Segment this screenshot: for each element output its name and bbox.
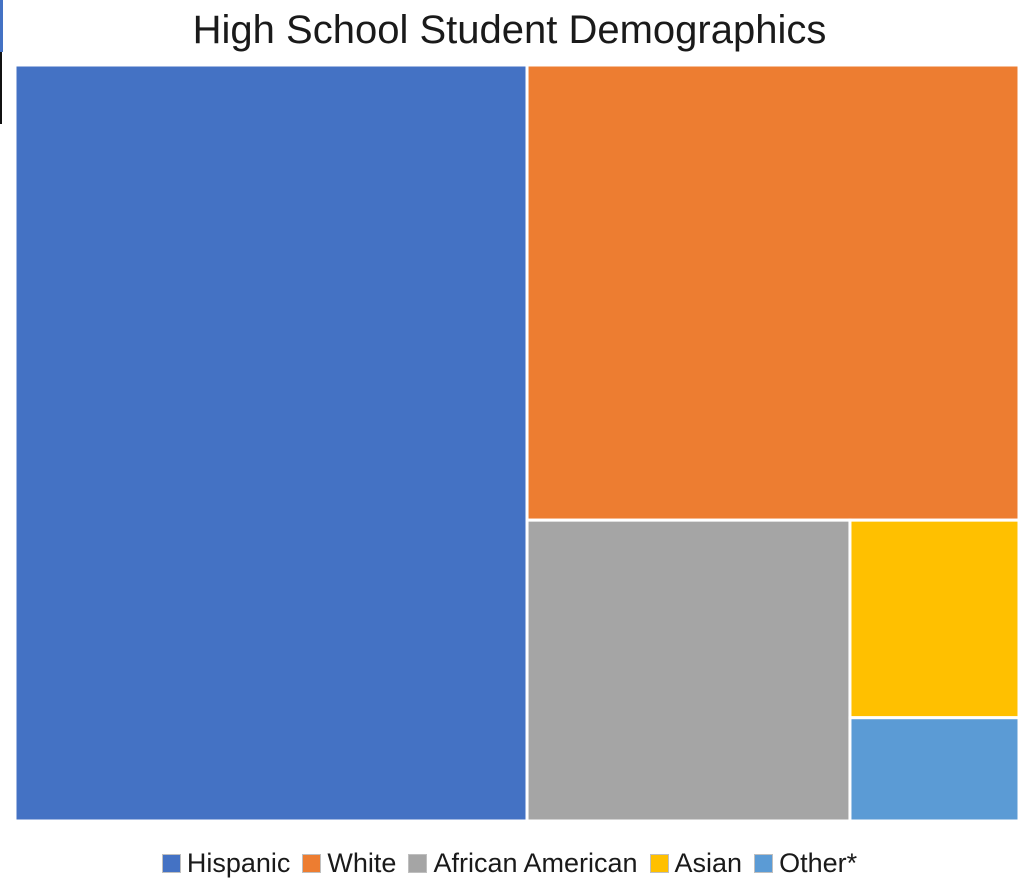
legend-swatch-white	[302, 854, 322, 873]
legend-swatch-other	[754, 854, 774, 873]
legend-label-asian: Asian	[674, 848, 743, 878]
legend-swatch-asian	[649, 854, 669, 873]
legend-item-hispanic: Hispanic	[161, 848, 291, 879]
legend-label-other: Other*	[779, 848, 858, 878]
legend-label-white: White	[327, 848, 397, 878]
treemap-cell-white	[525, 63, 1019, 522]
legend-item-white: White	[302, 848, 396, 879]
legend-swatch-african-american	[408, 854, 428, 873]
legend-item-african-american: African American	[408, 848, 638, 879]
legend-item-other: Other*	[754, 848, 857, 879]
chart-title: High School Student Demographics	[192, 8, 827, 52]
treemap-cell-other	[848, 716, 1019, 823]
treemap-cell-hispanic	[13, 63, 529, 823]
treemap-cell-asian	[848, 518, 1019, 720]
legend-label-hispanic: Hispanic	[186, 848, 291, 878]
legend: Hispanic White African American Asian Ot…	[0, 848, 1019, 879]
legend-item-asian: Asian	[649, 848, 743, 879]
left-edge-mark	[0, 52, 2, 124]
legend-label-african-american: African American	[433, 848, 638, 878]
left-edge-accent	[0, 0, 3, 52]
legend-swatch-hispanic	[161, 854, 181, 873]
treemap-cell-african-american	[525, 518, 852, 823]
